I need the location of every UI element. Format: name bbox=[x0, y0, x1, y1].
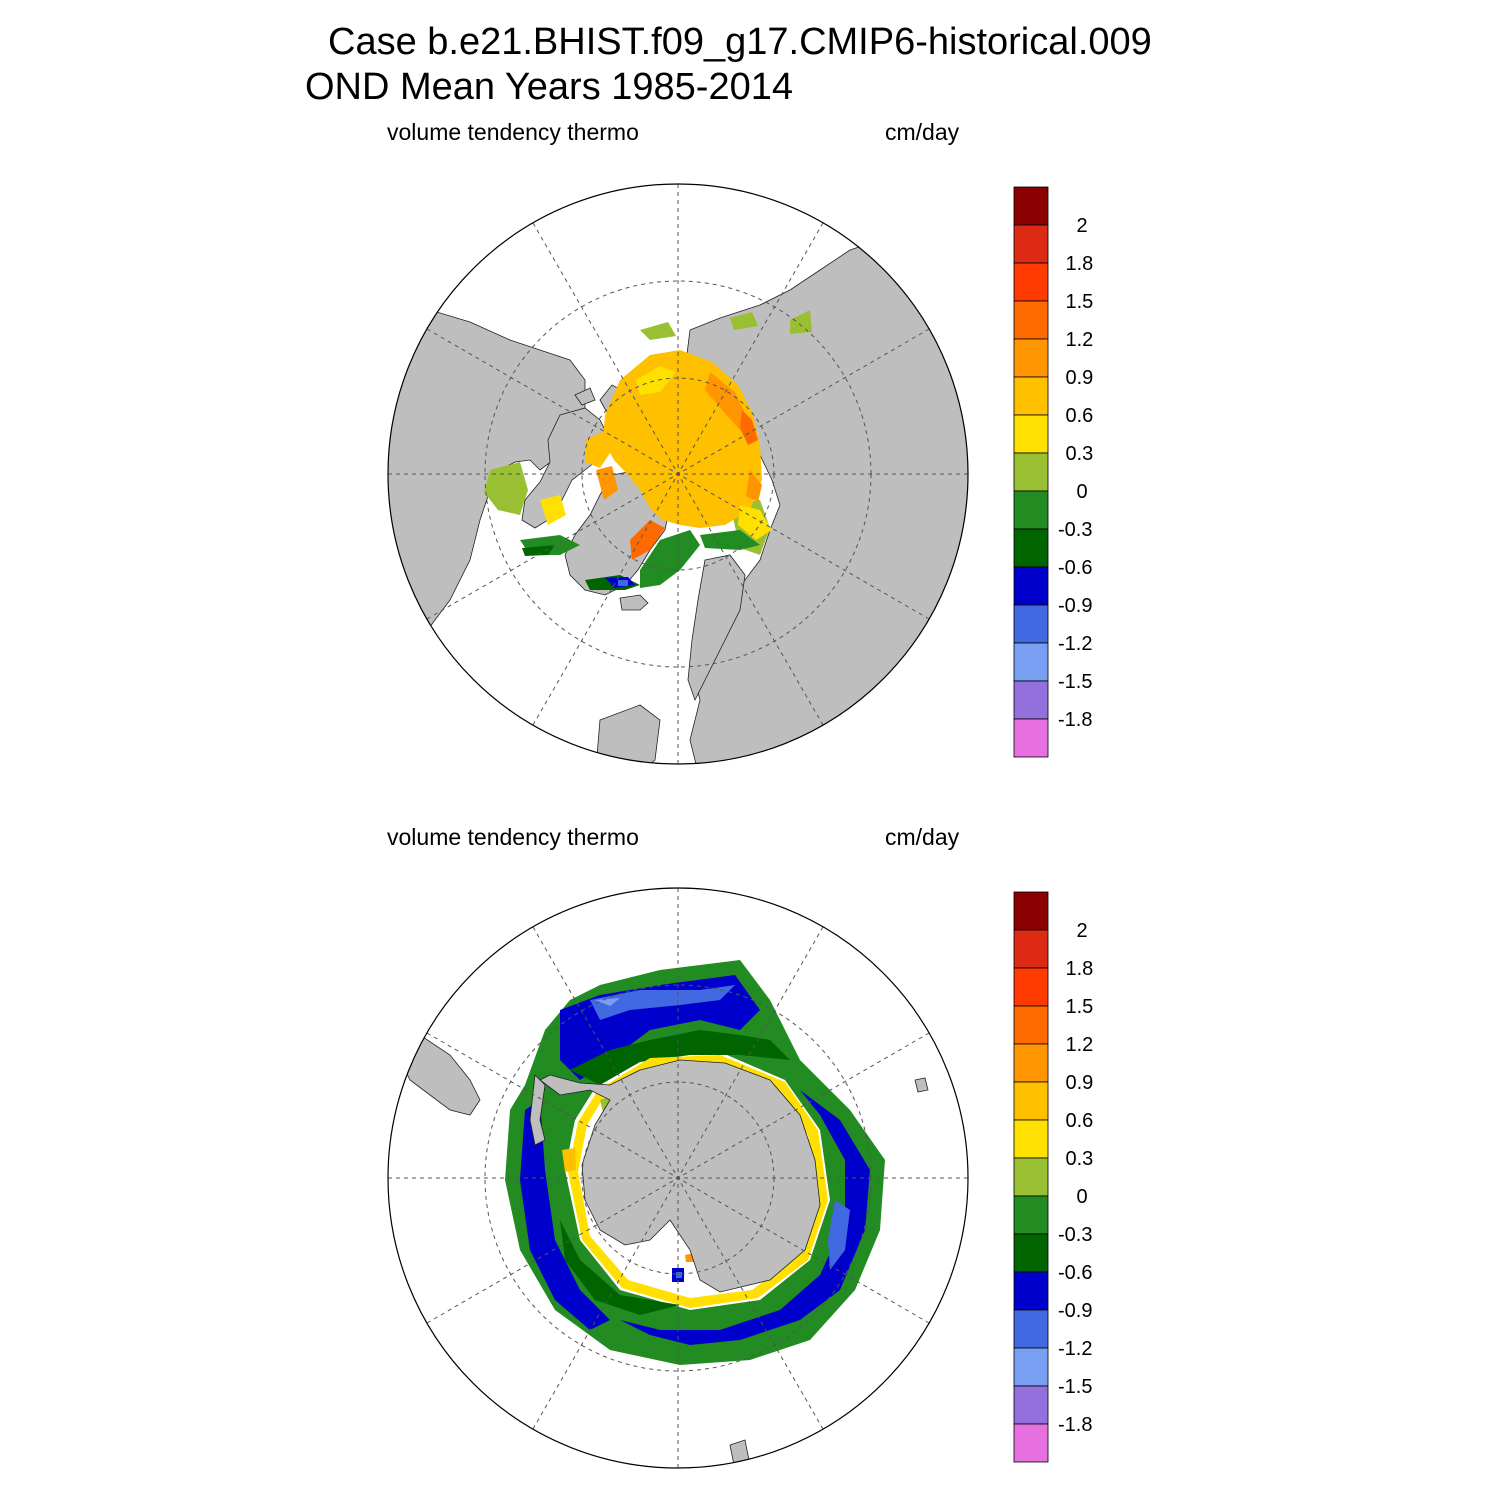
north-ice-tendency-field bbox=[484, 310, 812, 590]
north-colorbar-swatch bbox=[1013, 452, 1049, 492]
north-colorbar-tick-label: -1.2 bbox=[1058, 633, 1092, 655]
north-colorbar-swatch bbox=[1013, 604, 1049, 644]
south-colorbar-swatch bbox=[1013, 1081, 1049, 1121]
south-colorbar-tick-label: 1.5 bbox=[1066, 996, 1094, 1018]
south-colorbar-swatch bbox=[1013, 967, 1049, 1007]
north-colorbar-swatch bbox=[1013, 566, 1049, 606]
north-colorbar-tick-label: -0.9 bbox=[1058, 595, 1092, 617]
north-colorbar-swatch bbox=[1013, 338, 1049, 378]
north-america-landmass bbox=[388, 309, 586, 682]
north-colorbar-swatch bbox=[1013, 414, 1049, 454]
north-colorbar-tick-label: -0.3 bbox=[1058, 519, 1092, 541]
south-colorbar-tick-label: -1.5 bbox=[1058, 1376, 1092, 1398]
north-land bbox=[388, 239, 968, 764]
south-units-label: cm/day bbox=[885, 824, 960, 850]
scandinavia bbox=[687, 554, 746, 702]
south-colorbar-swatch bbox=[1013, 1043, 1049, 1083]
south-colorbar-tick-label: -0.6 bbox=[1058, 1262, 1092, 1284]
antarctica bbox=[539, 1059, 821, 1293]
north-polar-map bbox=[387, 183, 969, 765]
south-colorbar-tick-label: -1.2 bbox=[1058, 1338, 1092, 1360]
north-colorbar-swatch bbox=[1013, 718, 1049, 758]
north-colorbar-tick-label: 2 bbox=[1077, 215, 1088, 237]
south-colorbar-swatch bbox=[1013, 1195, 1049, 1235]
south-colorbar-swatch bbox=[1013, 1157, 1049, 1197]
south-colorbar-tick-label: 1.8 bbox=[1066, 958, 1094, 980]
north-variable-label: volume tendency thermo bbox=[387, 119, 639, 145]
south-colorbar-swatch bbox=[1013, 1423, 1049, 1463]
south-colorbar-tick-label: 0.3 bbox=[1066, 1148, 1094, 1170]
south-colorbar-tick-label: 1.2 bbox=[1066, 1034, 1094, 1056]
south-colorbar-swatch bbox=[1013, 1309, 1049, 1349]
south-colorbar-swatch bbox=[1013, 1233, 1049, 1273]
south-colorbar-swatch bbox=[1013, 1005, 1049, 1045]
north-colorbar-tick-label: -1.8 bbox=[1058, 709, 1092, 731]
north-colorbar-tick-label: 1.8 bbox=[1066, 253, 1094, 275]
north-colorbar-tick-label: 0.9 bbox=[1066, 367, 1094, 389]
south-colorbar-tick-label: 0 bbox=[1077, 1186, 1088, 1208]
south-colorbar-swatch bbox=[1013, 929, 1049, 969]
north-colorbar-tick-label: 0.3 bbox=[1066, 443, 1094, 465]
north-colorbar-swatch bbox=[1013, 528, 1049, 568]
north-colorbar-tick-label: -0.6 bbox=[1058, 557, 1092, 579]
south-colorbar-swatch bbox=[1013, 1119, 1049, 1159]
north-colorbar-swatch bbox=[1013, 680, 1049, 720]
north-colorbar-tick-label: -1.5 bbox=[1058, 671, 1092, 693]
south-colorbar-tick-label: -1.8 bbox=[1058, 1414, 1092, 1436]
south-colorbar-tick-label: -0.9 bbox=[1058, 1300, 1092, 1322]
south-polar-map bbox=[387, 887, 969, 1469]
north-units-label: cm/day bbox=[885, 119, 960, 145]
figure-title-case: Case b.e21.BHIST.f09_g17.CMIP6-historica… bbox=[328, 21, 1152, 63]
south-colorbar-tick-label: 2 bbox=[1077, 920, 1088, 942]
south-colorbar-swatch bbox=[1013, 1385, 1049, 1425]
north-colorbar-tick-label: 0 bbox=[1077, 481, 1088, 503]
iceland bbox=[619, 594, 649, 611]
south-graticule bbox=[388, 888, 968, 1468]
south-colorbar-swatch bbox=[1013, 1271, 1049, 1311]
south-variable-label: volume tendency thermo bbox=[387, 824, 639, 850]
north-colorbar-swatch bbox=[1013, 490, 1049, 530]
north-colorbar-tick-label: 0.6 bbox=[1066, 405, 1094, 427]
north-colorbar-swatch bbox=[1013, 186, 1049, 226]
north-colorbar: 2 1.8 1.5 1.2 0.9 0.6 0.3 0 -0.3 -0.6 -0.9 -1.2 -1.5… bbox=[1013, 186, 1094, 758]
south-colorbar-tick-label: 0.9 bbox=[1066, 1072, 1094, 1094]
north-colorbar-tick-label: 1.5 bbox=[1066, 291, 1094, 313]
north-colorbar-swatch bbox=[1013, 224, 1049, 264]
south-land-antarctica bbox=[529, 1059, 821, 1293]
south-colorbar-tick-label: 0.6 bbox=[1066, 1110, 1094, 1132]
north-colorbar-tick-label: 1.2 bbox=[1066, 329, 1094, 351]
south-colorbar-tick-label: -0.3 bbox=[1058, 1224, 1092, 1246]
south-colorbar-swatch bbox=[1013, 1347, 1049, 1387]
north-colorbar-swatch bbox=[1013, 642, 1049, 682]
north-colorbar-swatch bbox=[1013, 262, 1049, 302]
north-colorbar-swatch bbox=[1013, 300, 1049, 340]
north-colorbar-swatch bbox=[1013, 376, 1049, 416]
south-colorbar-swatch bbox=[1013, 891, 1049, 931]
south-ice-tendency-field bbox=[505, 960, 885, 1365]
figure-title-period: OND Mean Years 1985-2014 bbox=[305, 66, 793, 108]
south-colorbar: 2 1.8 1.5 1.2 0.9 0.6 0.3 0 -0.3 -0.6 -0.9 -1.2 -1.5… bbox=[1013, 891, 1094, 1463]
north-graticule bbox=[388, 184, 968, 764]
